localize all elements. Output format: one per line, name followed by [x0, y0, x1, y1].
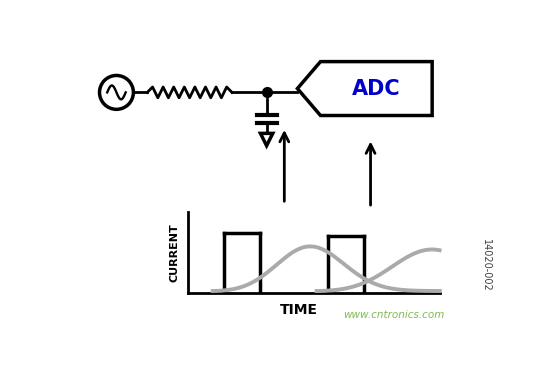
Text: TIME: TIME — [279, 303, 317, 316]
Text: CURRENT: CURRENT — [169, 223, 179, 281]
Polygon shape — [261, 133, 273, 146]
Text: 14020-002: 14020-002 — [481, 239, 491, 292]
Text: ADC: ADC — [352, 79, 401, 99]
Text: www.cntronics.com: www.cntronics.com — [344, 310, 445, 320]
Polygon shape — [298, 62, 432, 116]
